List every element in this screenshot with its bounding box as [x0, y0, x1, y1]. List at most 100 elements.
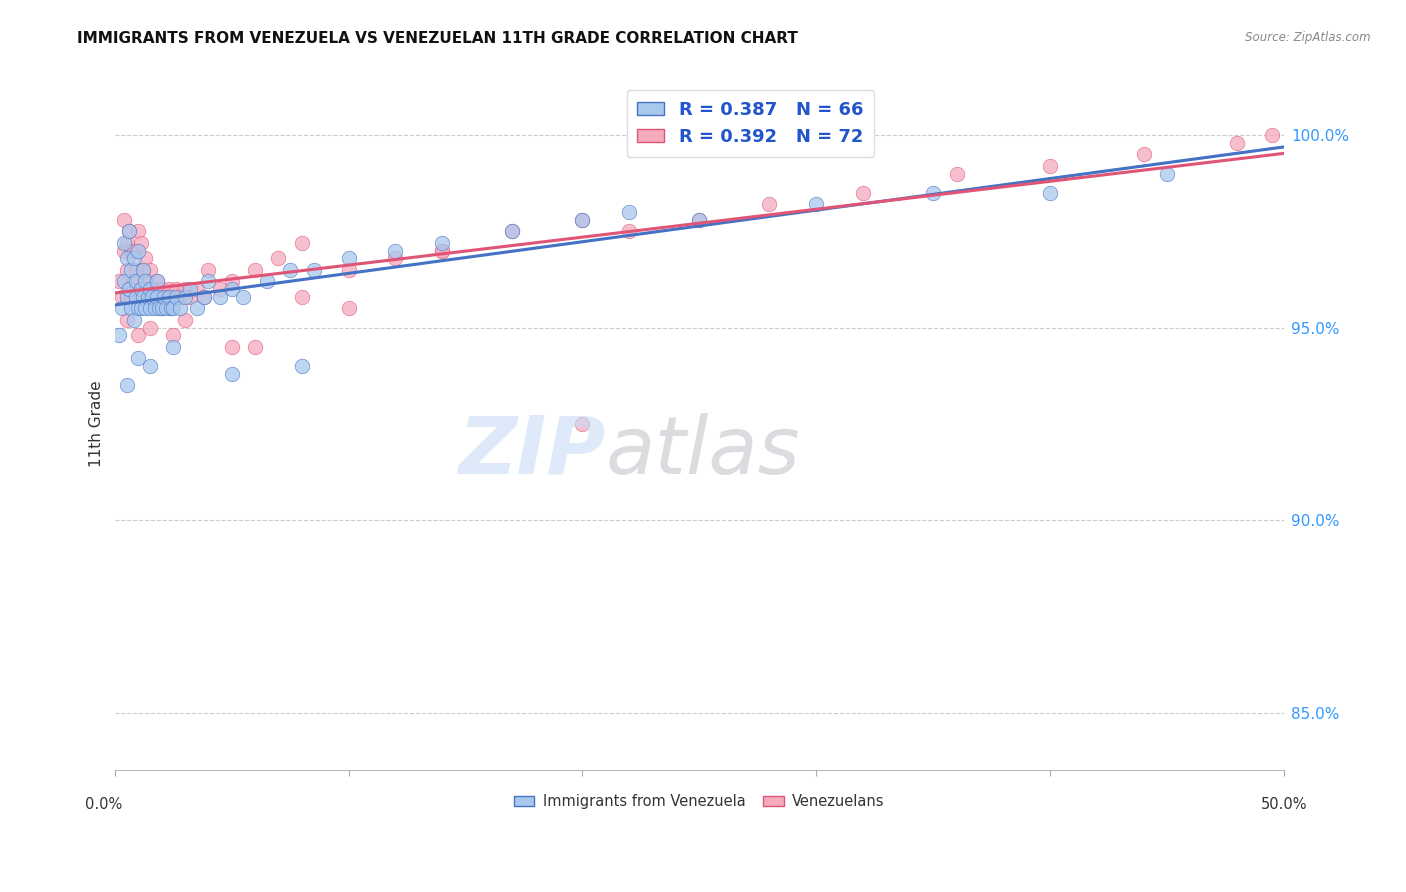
Point	[758, 197, 780, 211]
Point	[127, 351, 149, 366]
Point	[852, 186, 875, 200]
Legend: Immigrants from Venezuela, Venezuelans: Immigrants from Venezuela, Venezuelans	[508, 789, 891, 815]
Point	[619, 205, 641, 219]
Point	[160, 301, 183, 316]
Point	[127, 275, 149, 289]
Point	[165, 290, 187, 304]
Point	[208, 282, 231, 296]
Point	[806, 197, 828, 211]
Point	[186, 282, 208, 296]
Point	[141, 290, 163, 304]
Point	[132, 290, 155, 304]
Text: 50.0%: 50.0%	[1261, 797, 1308, 813]
Point	[132, 263, 155, 277]
Point	[112, 235, 135, 250]
Point	[125, 275, 148, 289]
Point	[134, 275, 156, 289]
Point	[148, 290, 170, 304]
Point	[112, 275, 135, 289]
Point	[157, 290, 180, 304]
Point	[193, 290, 215, 304]
Point	[108, 328, 131, 343]
Point	[157, 282, 180, 296]
Point	[129, 301, 152, 316]
Point	[115, 290, 138, 304]
Point	[922, 186, 945, 200]
Point	[1039, 159, 1062, 173]
Text: atlas: atlas	[606, 413, 800, 491]
Point	[150, 282, 173, 296]
Point	[174, 313, 197, 327]
Point	[127, 224, 149, 238]
Point	[430, 235, 453, 250]
Point	[1132, 147, 1154, 161]
Point	[169, 290, 191, 304]
Point	[118, 224, 141, 238]
Point	[122, 244, 145, 258]
Point	[127, 328, 149, 343]
Point	[162, 340, 184, 354]
Point	[165, 282, 187, 296]
Point	[243, 340, 266, 354]
Point	[150, 301, 173, 316]
Point	[179, 282, 201, 296]
Point	[1261, 128, 1284, 143]
Point	[945, 167, 967, 181]
Y-axis label: 11th Grade: 11th Grade	[89, 381, 104, 467]
Point	[501, 224, 523, 238]
Point	[208, 290, 231, 304]
Point	[125, 290, 148, 304]
Point	[127, 244, 149, 258]
Point	[134, 282, 156, 296]
Point	[221, 367, 243, 381]
Point	[136, 290, 159, 304]
Point	[139, 282, 162, 296]
Point	[118, 282, 141, 296]
Point	[143, 301, 166, 316]
Point	[337, 263, 360, 277]
Point	[291, 359, 314, 373]
Point	[132, 290, 155, 304]
Point	[146, 275, 169, 289]
Point	[139, 282, 162, 296]
Point	[153, 290, 176, 304]
Point	[501, 224, 523, 238]
Point	[112, 212, 135, 227]
Point	[122, 275, 145, 289]
Point	[162, 290, 184, 304]
Point	[136, 275, 159, 289]
Point	[571, 417, 593, 431]
Point	[174, 290, 197, 304]
Point	[430, 244, 453, 258]
Point	[115, 252, 138, 266]
Text: 0.0%: 0.0%	[84, 797, 122, 813]
Point	[619, 224, 641, 238]
Point	[115, 313, 138, 327]
Point	[108, 275, 131, 289]
Point	[337, 252, 360, 266]
Point	[193, 290, 215, 304]
Point	[115, 378, 138, 392]
Point	[129, 282, 152, 296]
Point	[688, 212, 710, 227]
Text: IMMIGRANTS FROM VENEZUELA VS VENEZUELAN 11TH GRADE CORRELATION CHART: IMMIGRANTS FROM VENEZUELA VS VENEZUELAN …	[77, 31, 799, 46]
Point	[243, 263, 266, 277]
Point	[174, 282, 197, 296]
Point	[267, 252, 290, 266]
Point	[221, 275, 243, 289]
Point	[115, 235, 138, 250]
Point	[384, 244, 406, 258]
Point	[111, 301, 134, 316]
Point	[1156, 167, 1178, 181]
Point	[139, 359, 162, 373]
Point	[127, 301, 149, 316]
Point	[197, 263, 219, 277]
Point	[169, 301, 191, 316]
Point	[186, 301, 208, 316]
Point	[111, 290, 134, 304]
Point	[153, 290, 176, 304]
Point	[150, 301, 173, 316]
Point	[120, 290, 142, 304]
Point	[337, 301, 360, 316]
Point	[139, 320, 162, 334]
